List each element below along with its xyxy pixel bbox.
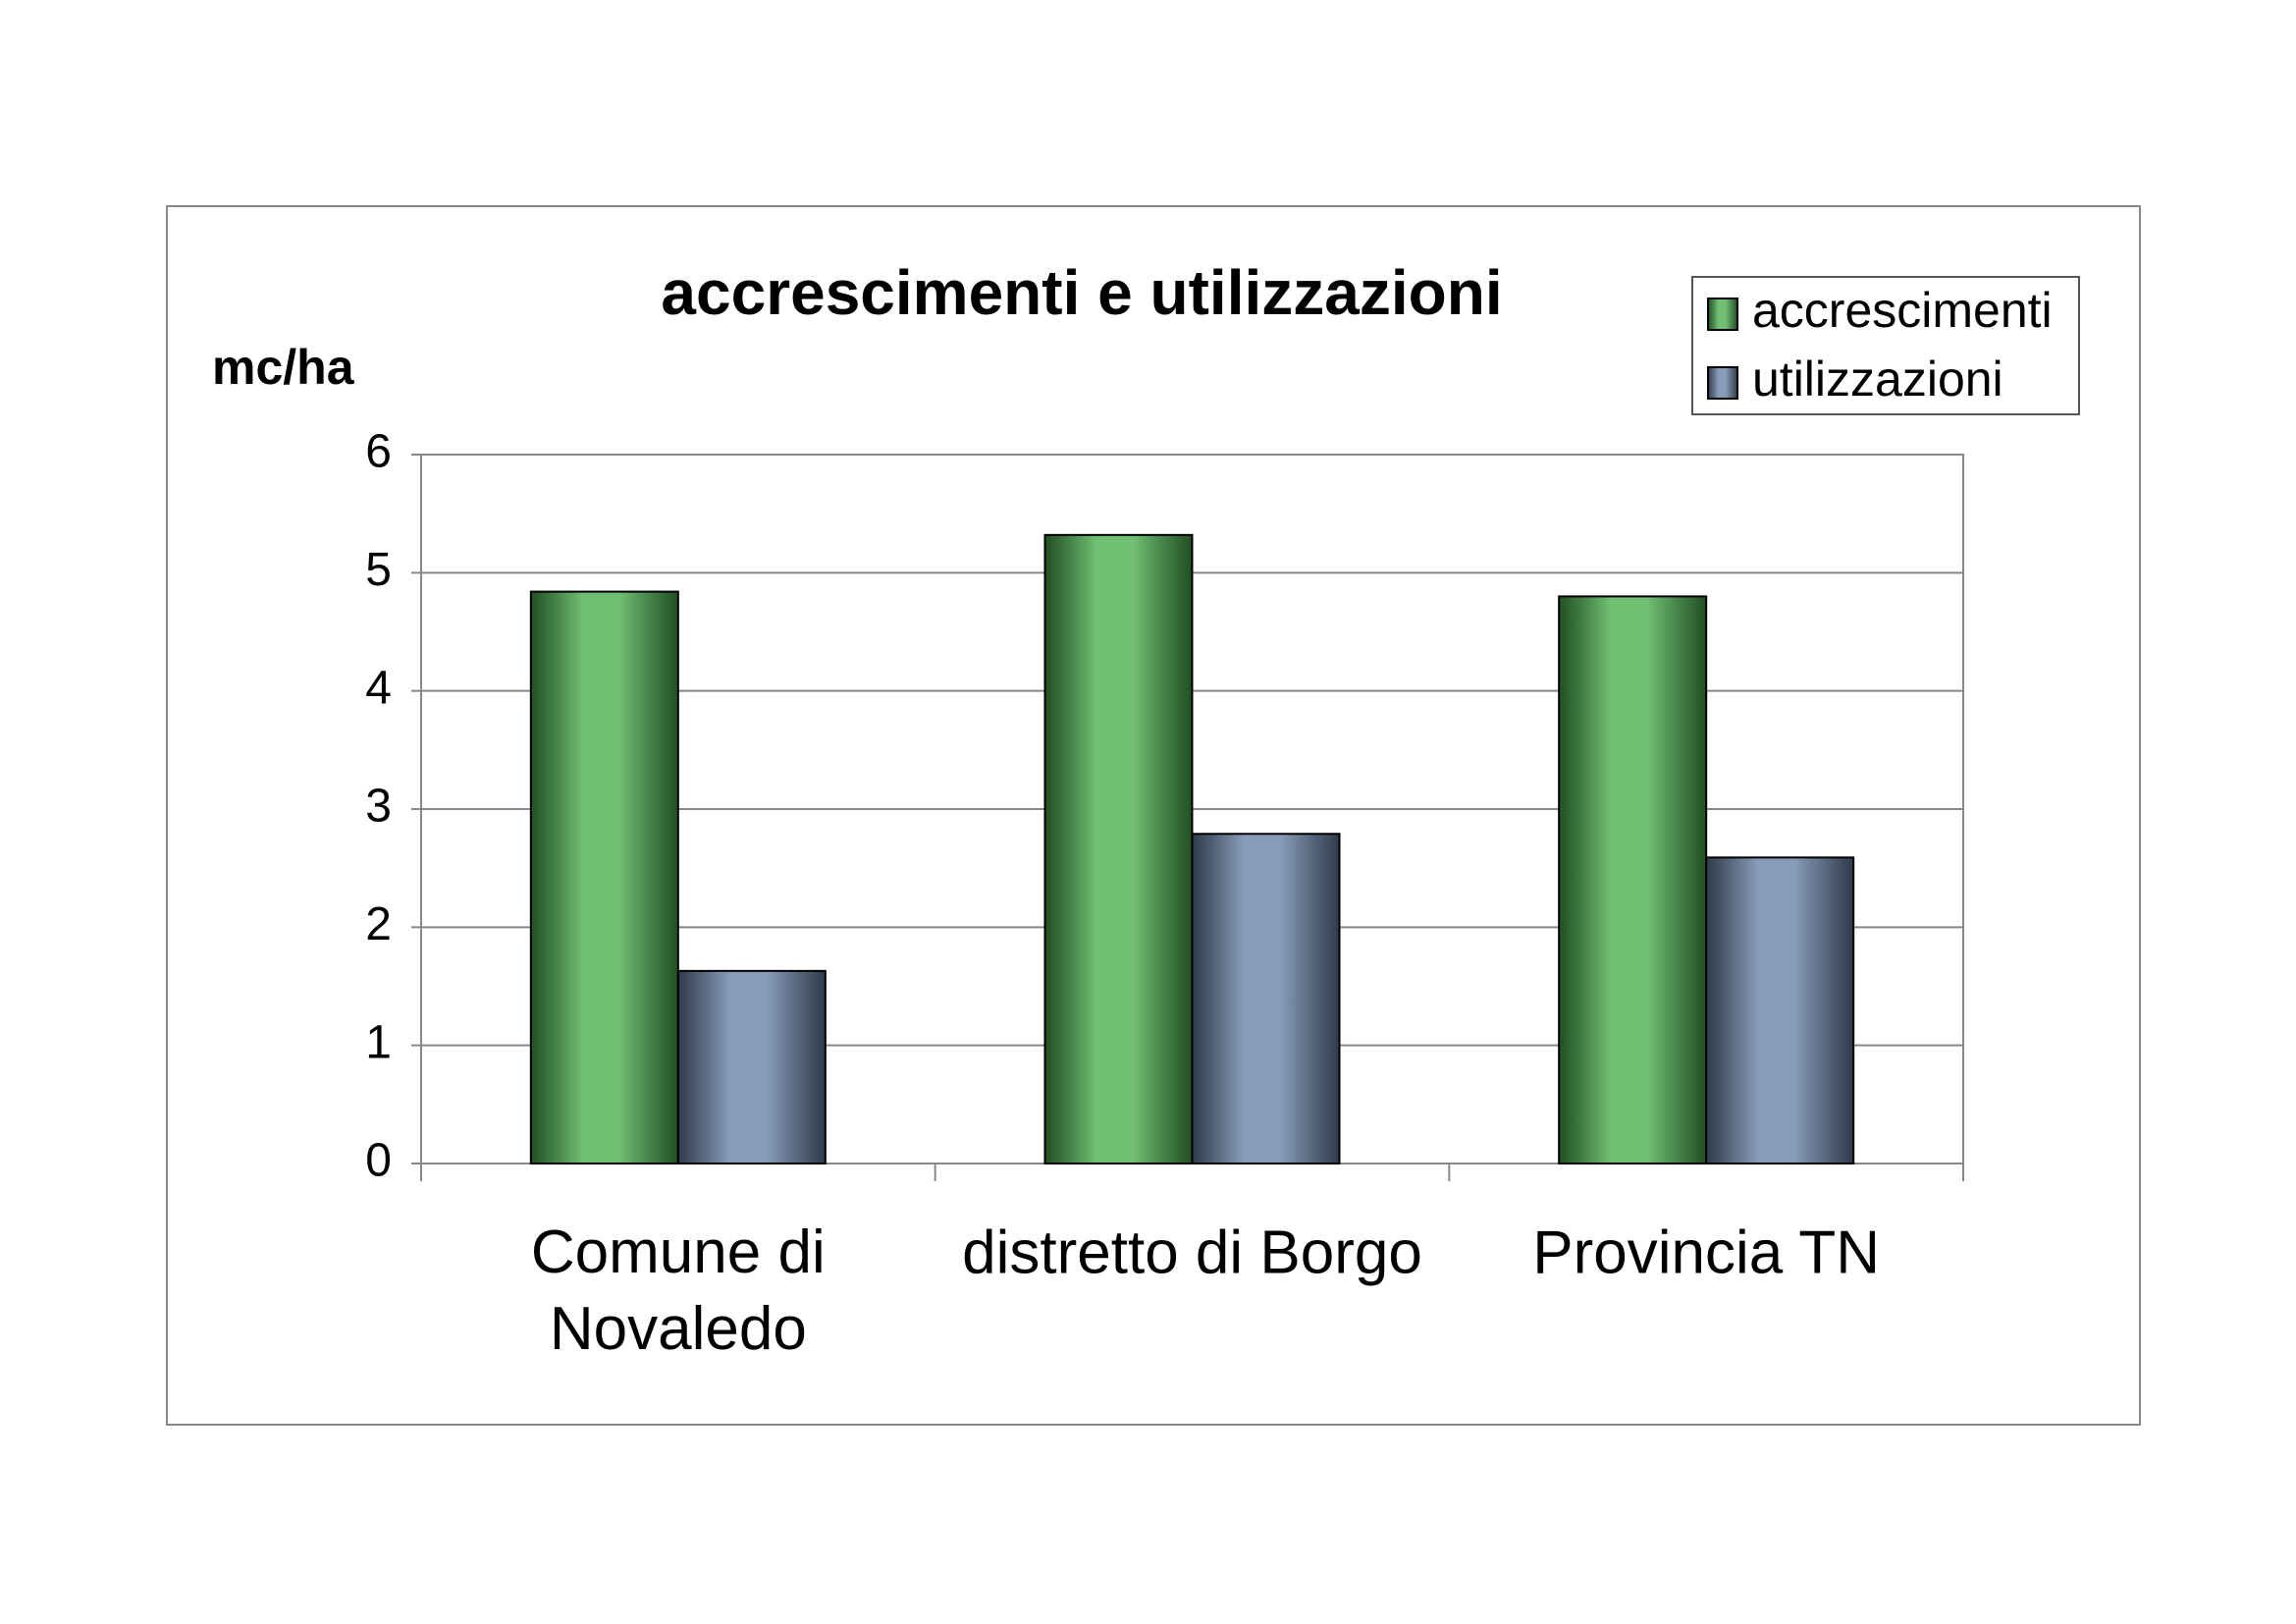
y-tick-label: 2 bbox=[365, 898, 392, 950]
bar bbox=[529, 590, 679, 1164]
legend bbox=[1691, 276, 2080, 415]
y-tick-label: 4 bbox=[365, 662, 392, 714]
y-tick-label: 5 bbox=[365, 544, 392, 596]
legend-swatch bbox=[1707, 366, 1738, 400]
x-tick-label: Comune di Novaledo bbox=[531, 1218, 826, 1363]
legend-swatch bbox=[1707, 298, 1738, 331]
y-axis-label: mc/ha bbox=[212, 340, 355, 395]
bar bbox=[1043, 533, 1194, 1164]
y-tick-label: 6 bbox=[365, 426, 392, 478]
y-tick-label: 3 bbox=[365, 781, 392, 833]
x-tick-label: Provincia TN bbox=[1532, 1218, 1880, 1286]
x-tick-label: distretto di Borgo bbox=[962, 1218, 1422, 1286]
legend-label: utilizzazioni bbox=[1752, 352, 2003, 406]
y-tick-label: 1 bbox=[365, 1016, 392, 1068]
y-tick-label: 0 bbox=[365, 1135, 392, 1187]
bar bbox=[1705, 856, 1855, 1164]
chart-title: accrescimenti e utilizzazioni bbox=[661, 257, 1502, 328]
bar bbox=[1558, 595, 1708, 1164]
bar bbox=[676, 969, 827, 1165]
bar bbox=[1191, 833, 1341, 1165]
legend-label: accrescimenti bbox=[1752, 283, 2053, 338]
